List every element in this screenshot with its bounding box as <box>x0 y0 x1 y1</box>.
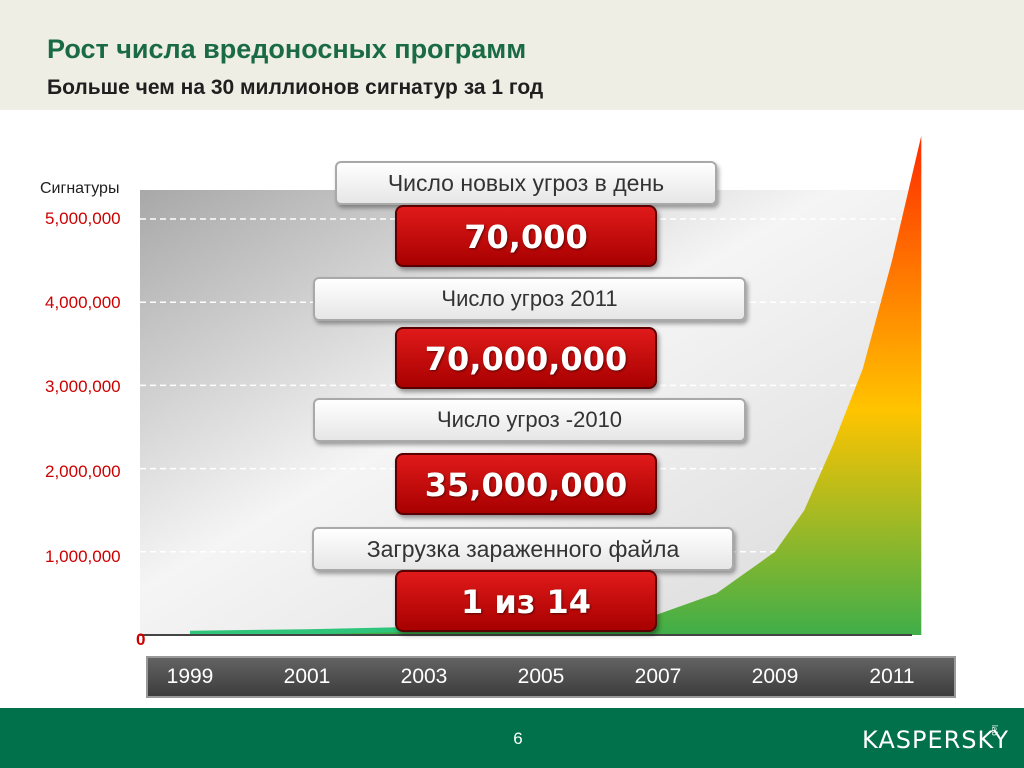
x-tick-label: 2007 <box>634 665 682 688</box>
y-axis-label: Сигнатуры <box>40 180 120 197</box>
kaspersky-logo-lab: lab <box>990 725 999 736</box>
kaspersky-logo: KASPERSKY <box>862 726 1010 754</box>
y-tick-label: 3,000,000 <box>45 377 121 396</box>
annotation-label-infected-download: Загрузка зараженного файла <box>312 527 734 571</box>
annotation-value-threats-2011: 70,000,000 <box>395 327 657 389</box>
y-tick-label: 4,000,000 <box>45 293 121 312</box>
annotation-label-threats-2011: Число угроз 2011 <box>313 277 746 321</box>
annotation-value-threats-2010: 35,000,000 <box>395 453 657 515</box>
slide-footer <box>0 708 1024 768</box>
slide-title: Рост числа вредоносных программ <box>47 34 527 64</box>
y-tick-label: 5,000,000 <box>45 209 121 228</box>
y-tick-label: 2,000,000 <box>45 462 121 481</box>
annotation-value-new-threats-per-day: 70,000 <box>395 205 657 267</box>
series-area <box>190 135 922 636</box>
y-tick-label: 0 <box>136 630 146 649</box>
x-tick-label: 2001 <box>283 665 331 688</box>
y-tick-label: 1,000,000 <box>45 547 121 566</box>
x-axis-bar <box>146 656 956 698</box>
annotation-value-infected-download: 1 из 14 <box>395 570 657 632</box>
x-tick-label: 2011 <box>869 665 915 688</box>
slide-subtitle: Больше чем на 30 миллионов сигнатур за 1… <box>47 76 544 99</box>
annotation-label-threats-2010: Число угроз -2010 <box>313 398 746 442</box>
page-number: 6 <box>513 729 523 748</box>
x-tick-label: 1999 <box>166 665 214 688</box>
x-tick-label: 2009 <box>751 665 799 688</box>
annotation-label-new-threats-per-day: Число новых угроз в день <box>335 161 717 205</box>
slide-header <box>0 0 1024 110</box>
x-tick-label: 2005 <box>517 665 565 688</box>
x-tick-label: 2003 <box>400 665 448 688</box>
